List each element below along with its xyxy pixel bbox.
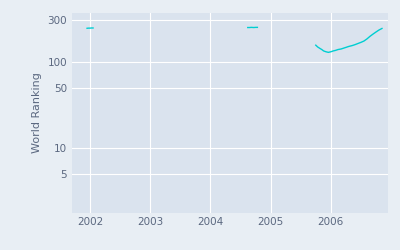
Y-axis label: World Ranking: World Ranking	[32, 72, 42, 153]
